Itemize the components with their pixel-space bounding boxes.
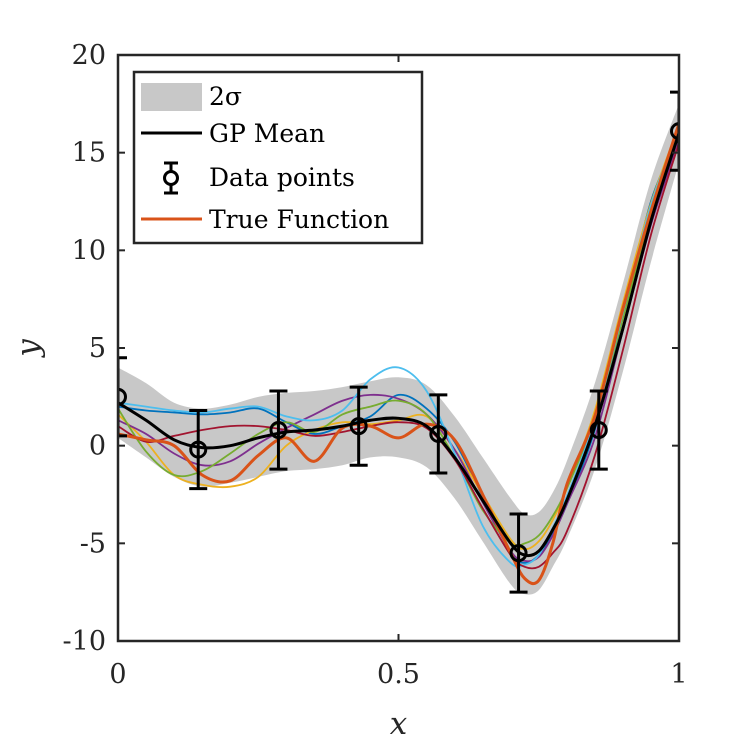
data-point (429, 393, 448, 475)
y-tick-label: -10 (63, 626, 106, 657)
data-point-marker (189, 440, 208, 459)
y-tick-label: 15 (72, 138, 106, 169)
legend-mean-label: GP Mean (209, 119, 325, 148)
data-point-marker (118, 387, 127, 406)
y-axis-label: y (10, 339, 46, 359)
x-axis-label: x (390, 706, 408, 742)
legend-true-label: True Function (209, 205, 389, 234)
data-point-marker (589, 421, 608, 440)
data-point-marker (509, 544, 528, 563)
data-point (670, 90, 679, 172)
axes: 0 0.5 1 -10 -5 0 5 10 15 20 x y (10, 40, 688, 742)
data-point-marker (349, 417, 368, 436)
data-point-marker (670, 122, 679, 141)
data-point (349, 385, 368, 467)
data-point (589, 389, 608, 471)
y-tick-label: -5 (80, 528, 106, 559)
legend-data-label: Data points (209, 163, 355, 192)
legend-band-swatch (141, 83, 202, 111)
y-tick-label: 5 (89, 333, 106, 364)
data-point-marker (269, 421, 288, 440)
data-point-marker (429, 424, 448, 443)
confidence-band-2sigma (118, 103, 679, 595)
data-point (269, 389, 288, 471)
plot-area (118, 90, 679, 595)
data-point (118, 356, 127, 438)
y-tick-label: 10 (72, 235, 106, 266)
x-tick-label: 0 (109, 659, 126, 690)
x-tick-label: 1 (670, 659, 687, 690)
legend-band-label: 2σ (209, 82, 242, 111)
x-tick-label: 0.5 (377, 659, 420, 690)
data-point (189, 409, 208, 491)
legend: 2σ GP Mean Data points True Function (132, 70, 424, 245)
legend-data-marker (163, 170, 179, 186)
y-tick-label: 0 (89, 431, 106, 462)
data-point (509, 512, 528, 594)
y-tick-label: 20 (72, 40, 106, 71)
